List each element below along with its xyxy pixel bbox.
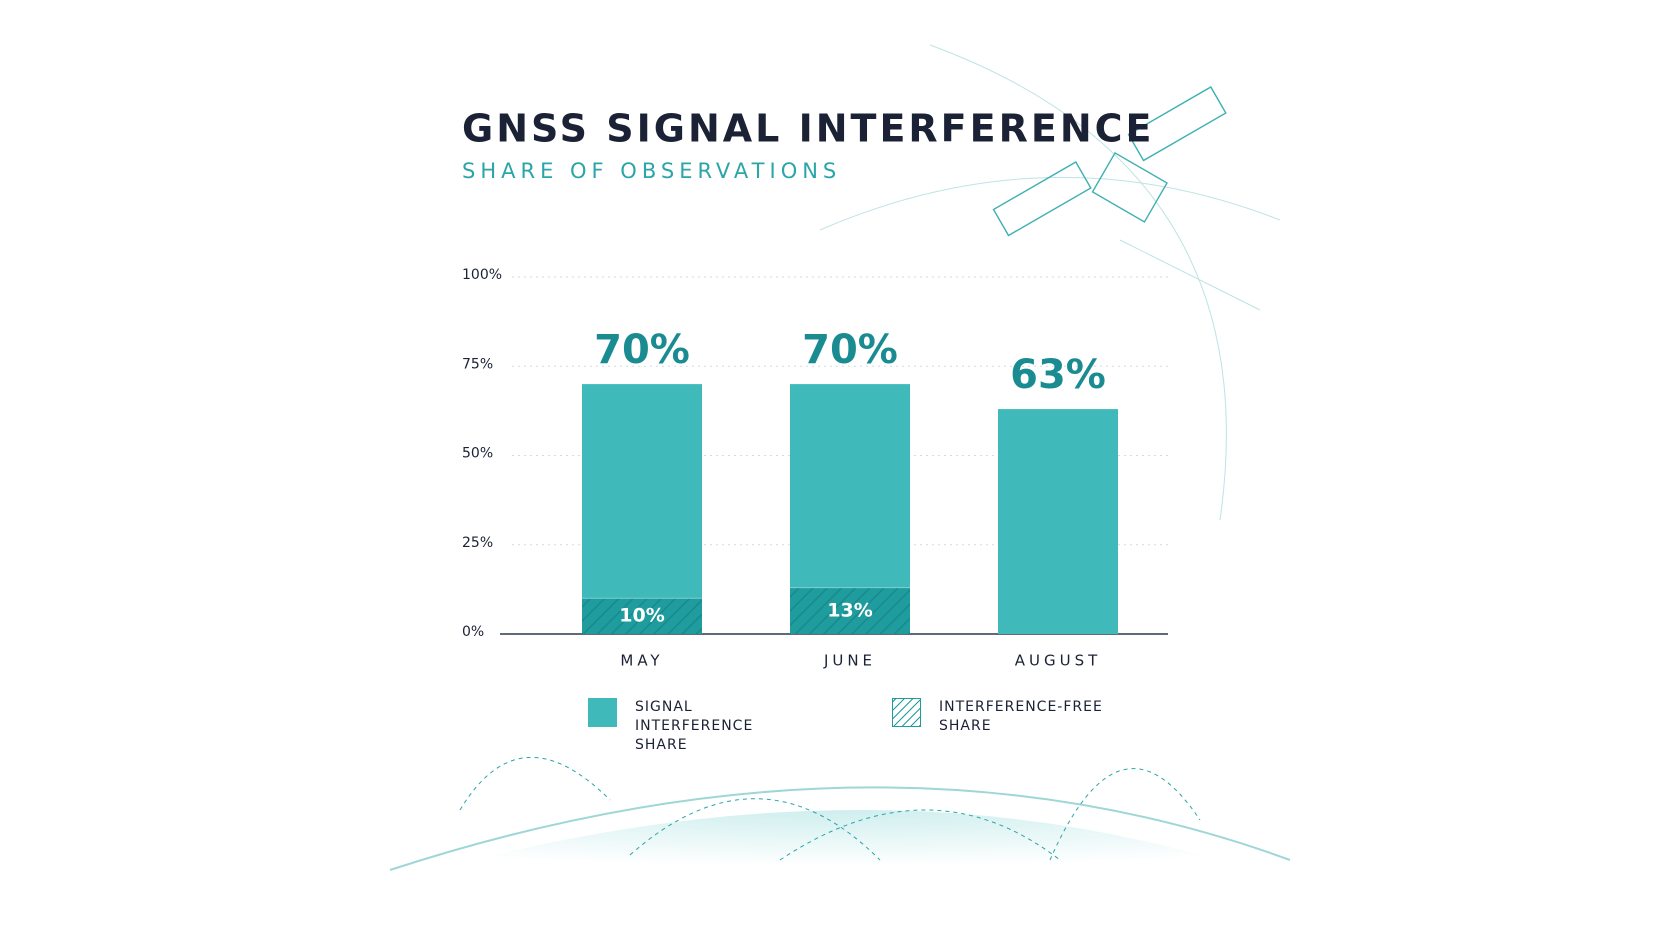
- chart-title: GNSS SIGNAL INTERFERENCE: [462, 107, 1154, 151]
- legend-label: INTERFERENCE-FREE SHARE: [939, 699, 1103, 734]
- chart-subtitle: SHARE OF OBSERVATIONS: [462, 159, 841, 183]
- value-label: 10%: [619, 605, 664, 627]
- value-label: 70%: [802, 327, 898, 373]
- legend-swatch: [588, 698, 617, 727]
- y-tick-label: 75%: [462, 356, 493, 372]
- x-tick-label: MAY: [620, 652, 663, 670]
- value-label: 70%: [594, 327, 690, 373]
- decoration: [389, 44, 1291, 880]
- bar: [582, 598, 702, 634]
- legend-item: INTERFERENCE-FREE SHARE: [892, 698, 1114, 736]
- bar: [582, 384, 702, 634]
- legend-swatch: [892, 698, 921, 727]
- value-label: 63%: [1010, 352, 1106, 398]
- bar: [790, 587, 910, 634]
- legend-item: SIGNAL INTERFERENCE SHARE: [588, 698, 810, 755]
- x-tick-label: AUGUST: [1015, 652, 1102, 670]
- satellite: [992, 86, 1227, 237]
- y-tick-label: 100%: [462, 267, 502, 283]
- value-label: 13%: [827, 599, 872, 621]
- legend-label: SIGNAL INTERFERENCE SHARE: [635, 699, 754, 753]
- y-tick-label: 25%: [462, 535, 493, 551]
- x-tick-label: JUNE: [823, 652, 876, 670]
- bar: [998, 409, 1118, 634]
- legend: SIGNAL INTERFERENCE SHARE INTERFERENCE-FR…: [588, 698, 1184, 755]
- y-tick-label: 0%: [462, 624, 484, 640]
- y-tick-label: 50%: [462, 446, 493, 462]
